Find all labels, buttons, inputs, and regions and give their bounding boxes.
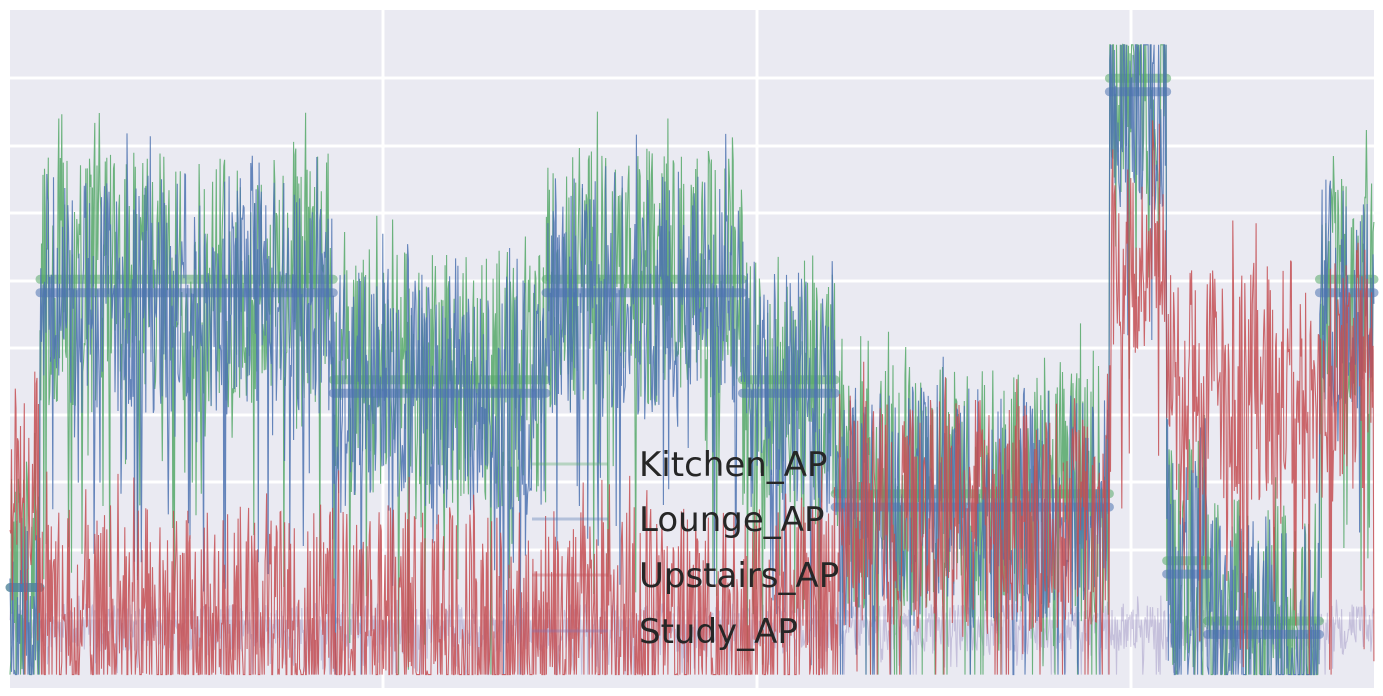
legend-entry-lounge-ap: Lounge_AP [532, 500, 825, 540]
legend-label: Lounge_AP [639, 500, 825, 540]
legend-label: Upstairs_AP [639, 556, 839, 596]
series-line [9, 120, 1375, 677]
legend-entry-study-ap: Study_AP [532, 612, 798, 652]
series-upstairs-ap [9, 120, 1375, 677]
legend-label: Study_AP [639, 612, 798, 652]
legend-entry-kitchen-ap: Kitchen_AP [532, 445, 828, 485]
series-layer [5, 43, 1379, 677]
legend-label: Kitchen_AP [639, 445, 828, 485]
legend-entry-upstairs-ap: Upstairs_AP [532, 556, 839, 596]
legend: Kitchen_AP Lounge_AP Upstairs_AP Study_AP [532, 445, 839, 652]
series-line [9, 44, 1375, 676]
series-line [9, 43, 1375, 676]
